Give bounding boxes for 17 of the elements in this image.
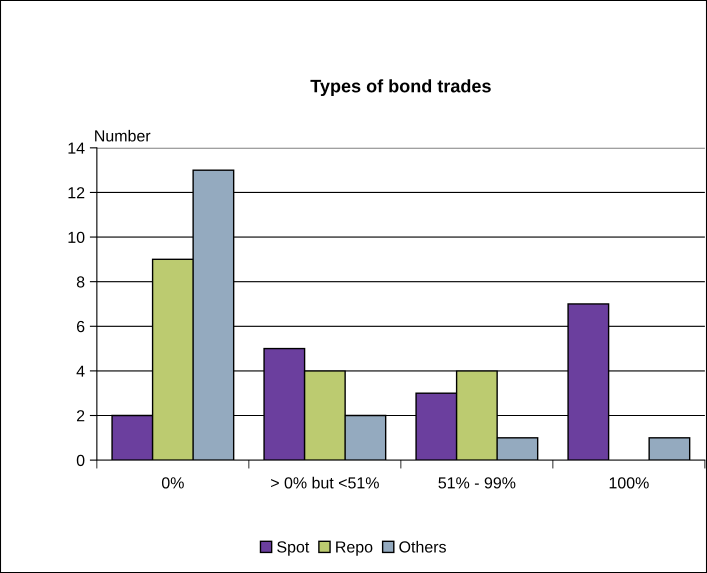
legend-label: Others — [399, 540, 446, 553]
legend-label: Repo — [336, 541, 372, 556]
y-tick-label: 8 — [76, 276, 84, 288]
x-tick-label: 51% - 99% — [438, 477, 516, 489]
y-tick-label: 14 — [68, 142, 85, 154]
x-tick-label: 0% — [162, 477, 184, 489]
y-tick-label: 4 — [76, 366, 85, 377]
y-tick-label: 2 — [76, 410, 84, 422]
x-tick-label: 100% — [610, 477, 649, 489]
y-tick-label: 0 — [76, 454, 84, 466]
y-axis-title: Number — [95, 130, 150, 142]
legend-label: Spot — [277, 541, 310, 556]
y-tick-label: 10 — [68, 232, 84, 244]
x-tick-label: > 0% but <51% — [271, 476, 379, 489]
y-tick-label: 6 — [76, 320, 84, 332]
chart-title: Types of bond trades — [310, 79, 491, 96]
y-tick-label: 12 — [68, 187, 84, 198]
